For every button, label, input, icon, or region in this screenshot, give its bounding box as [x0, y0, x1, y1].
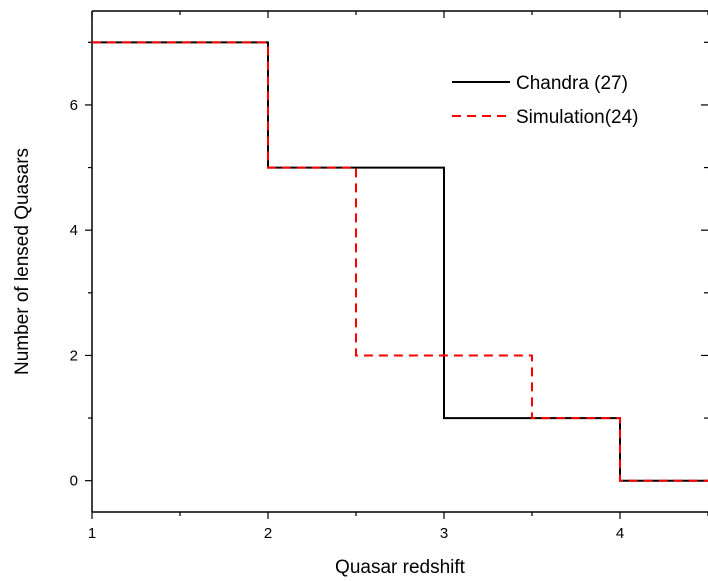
legend: Chandra (27) Simulation(24) [452, 73, 639, 128]
y-tick-label: 4 [70, 222, 78, 239]
legend-label: Simulation(24) [516, 107, 639, 128]
x-axis-title: Quasar redshift [335, 557, 466, 578]
x-tick-label: 4 [616, 525, 624, 542]
x-tick-label: 2 [264, 525, 272, 542]
y-tick-label: 6 [70, 97, 78, 114]
legend-label: Chandra (27) [516, 73, 628, 94]
plot-frame [91, 10, 708, 513]
x-tick-label: 1 [88, 525, 96, 542]
x-tick-label: 3 [440, 525, 448, 542]
y-axis-title: Number of lensed Quasars [12, 148, 33, 375]
series-layer [92, 41, 708, 482]
x-axis-ticks: 1 2 3 4 [88, 11, 708, 542]
y-tick-label: 0 [70, 473, 78, 490]
series-line-simulation [92, 41, 708, 482]
y-axis-ticks: 0 2 4 6 [70, 41, 708, 490]
y-tick-label: 2 [70, 347, 78, 364]
